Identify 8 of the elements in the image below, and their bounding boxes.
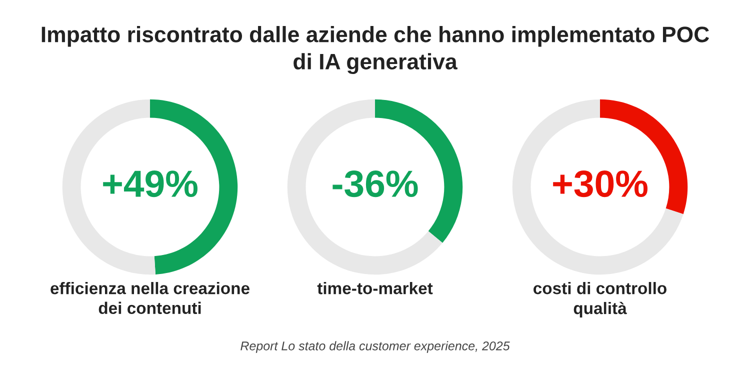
text: -36% bbox=[332, 170, 418, 198]
text: +30% bbox=[553, 170, 648, 198]
text: +49% bbox=[103, 170, 198, 198]
text: costi di controllo qualità bbox=[534, 282, 666, 318]
text: Impatto riscontrato dalle aziende che hanno implementato POC di IA generativa bbox=[42, 26, 710, 74]
text: time-to-market bbox=[317, 282, 433, 294]
text: Report Lo stato della customer experience, 2025 bbox=[240, 341, 510, 353]
text: efficienza nella creazione dei contenuti bbox=[50, 282, 250, 314]
